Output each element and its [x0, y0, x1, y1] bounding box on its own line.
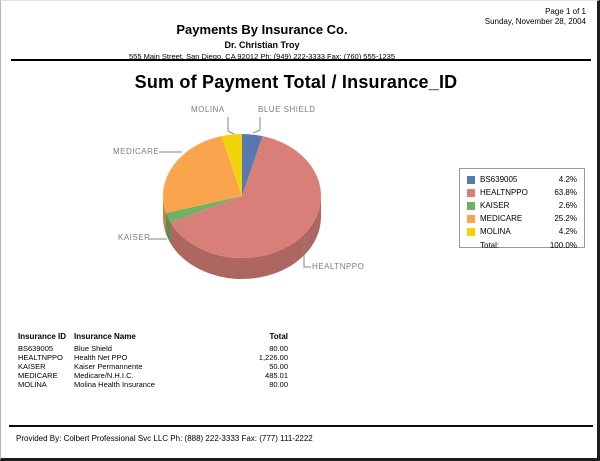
pie-label-kaiser: KAISER: [118, 233, 151, 242]
table-header-row: Insurance ID Insurance Name Total: [18, 332, 288, 341]
table-header-total: Total: [269, 332, 288, 341]
table-row: MOLINA Molina Health Insurance 80.00: [18, 380, 288, 389]
page-number: Page 1 of 1: [545, 7, 586, 16]
table-cell: BS639005: [18, 344, 54, 353]
table-cell: 1,226.00: [258, 353, 288, 362]
legend-label: MEDICARE: [480, 214, 523, 223]
chart-legend: BS639005 4.2% HEALTNPPO 63.8% KAISER 2.6% MEDI…: [459, 168, 585, 250]
leader-line-healtnppo: [303, 237, 311, 268]
pie-label-medicare: MEDICARE: [113, 147, 160, 156]
legend-label: BS639005: [480, 175, 518, 184]
legend-color-swatch: [467, 227, 475, 236]
pie-slice-molina: [221, 134, 242, 196]
table-cell: Kaiser Permannente: [74, 362, 143, 371]
legend-row-molina: MOLINA 4.2%: [460, 225, 584, 238]
pie-slice-side-medicare: [163, 196, 166, 234]
table-cell: 80.00: [269, 344, 288, 353]
leader-line-molina: [227, 117, 235, 135]
legend-rows: BS639005 4.2% HEALTNPPO 63.8% KAISER 2.6% MEDI…: [460, 173, 584, 238]
legend-color-swatch: [467, 214, 475, 223]
legend-row-bs639005: BS639005 4.2%: [460, 173, 584, 186]
company-name: Payments By Insurance Co.: [176, 22, 348, 37]
table-cell: Blue Shield: [74, 344, 112, 353]
pie-label-healtnppo: HEALTNPPO: [312, 262, 365, 271]
header-divider: [11, 59, 591, 61]
table-cell: 485.01: [265, 371, 288, 380]
pie-chart: [149, 117, 322, 279]
legend-row-healtnppo: HEALTNPPO 63.8%: [460, 186, 584, 199]
legend-percent: 4.2%: [558, 175, 577, 184]
table-cell: MEDICARE: [18, 371, 58, 380]
chart-title: Sum of Payment Total / Insurance_ID: [134, 72, 458, 92]
legend-row-medicare: MEDICARE 25.2%: [460, 212, 584, 225]
leader-line-blueshield: [252, 117, 261, 134]
pie-slice-medicare: [163, 136, 242, 213]
summary-table: Insurance ID Insurance Name Total BS6390…: [18, 332, 288, 389]
table-cell: HEALTNPPO: [18, 353, 63, 362]
legend-color-swatch: [467, 201, 475, 210]
legend-percent: 63.8%: [554, 188, 577, 197]
legend-color-swatch: [467, 188, 475, 197]
table-row: MEDICARE Medicare/N.H.I.C. 485.01: [18, 371, 288, 380]
legend-color-swatch: [467, 175, 475, 184]
legend-row-kaiser: KAISER 2.6%: [460, 199, 584, 212]
page-info: Page 1 of 1 Sunday, November 28, 2004: [485, 7, 586, 27]
doctor-name: Dr. Christian Troy: [224, 40, 300, 50]
legend-total-label: Total:: [480, 241, 500, 250]
pie-slice-healtnppo: [170, 136, 322, 259]
pie-slice-bs639005: [242, 134, 263, 196]
pie-slice-side-healtnppo: [170, 196, 321, 279]
table-cell: 50.00: [269, 362, 288, 371]
pie-label-molina: MOLINA: [191, 105, 225, 114]
legend-label: KAISER: [480, 201, 510, 210]
pie-label-blue-shield: BLUE SHIELD: [258, 105, 316, 114]
legend-total-row: Total: 100.0%: [460, 239, 584, 252]
table-header-insurance-id: Insurance ID: [18, 332, 67, 341]
legend-percent: 2.6%: [558, 201, 577, 210]
table-row: HEALTNPPO Health Net PPO 1,226.00: [18, 353, 288, 362]
table-cell: KAISER: [18, 362, 46, 371]
table-cell: 80.00: [269, 380, 288, 389]
table-header-insurance-name: Insurance Name: [74, 332, 136, 341]
legend-percent: 4.2%: [558, 227, 577, 236]
legend-total-percent: 100.0%: [549, 241, 577, 250]
table-row: BS639005 Blue Shield 80.00: [18, 344, 288, 353]
pie-slice-kaiser: [166, 196, 242, 223]
report-header: Payments By Insurance Co. Dr. Christian …: [1, 22, 523, 61]
legend-percent: 25.2%: [554, 214, 577, 223]
table-cell: Health Net PPO: [74, 353, 128, 362]
practice-address: 555 Main Street, San Diego, CA 92012 Ph:…: [128, 52, 395, 61]
table-cell: Molina Health Insurance: [74, 380, 155, 389]
report-date: Sunday, November 28, 2004: [484, 17, 586, 26]
pie-slice-side-kaiser: [166, 212, 171, 244]
table-cell: Medicare/N.H.I.C.: [74, 371, 134, 380]
footer-provided-by: Provided By: Colbert Professional Svc LL…: [16, 434, 313, 443]
footer-divider: [9, 425, 593, 427]
legend-label: HEALTNPPO: [480, 188, 528, 197]
table-body: BS639005 Blue Shield 80.00 HEALTNPPO Health …: [18, 344, 288, 389]
table-row: KAISER Kaiser Permannente 50.00: [18, 362, 288, 371]
table-cell: MOLINA: [18, 380, 47, 389]
legend-label: MOLINA: [480, 227, 511, 236]
